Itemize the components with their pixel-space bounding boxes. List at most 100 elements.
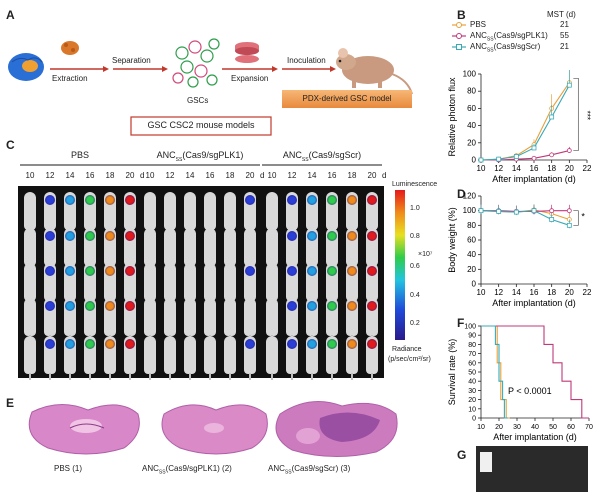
day-unit: d [260,171,265,180]
luminescence-signal [245,195,255,205]
legend-item-sgplk1: ANCSS(Cas9/sgPLK1) 55 [452,31,597,43]
mouse-image [144,228,156,272]
mouse-image [366,336,378,380]
mouse-image [266,298,278,342]
luminescence-signal [347,195,357,205]
x-tick-label: 16 [530,164,539,173]
day-unit: d [140,171,145,180]
x-tick-label: 30 [513,424,521,431]
mouse-image [286,228,298,272]
x-axis-label: After implantation (d) [493,432,577,442]
mouse-image [104,263,116,307]
luminescence-signal [307,266,317,276]
luminescence-signal [307,231,317,241]
luminescence-signal [85,339,95,349]
mouse-image [204,336,216,380]
data-point [566,222,572,228]
luminescence-signal [245,339,255,349]
mouse-image [326,192,338,236]
luminescence-signal [347,339,357,349]
luminescence-signal [367,266,377,276]
mouse-image [266,336,278,380]
luminescence-signal [105,266,115,276]
data-point [566,208,572,214]
y-tick-label: 20 [467,265,476,274]
x-tick-label: 16 [530,288,539,297]
series-line [480,82,570,161]
significance-label: *** [582,111,591,120]
luminescence-signal [245,266,255,276]
y-tick-label: 10 [468,406,476,413]
mouse-image [266,263,278,307]
day-label: 16 [85,171,95,180]
x-tick-label: 50 [549,424,557,431]
survival-curve [481,325,508,419]
mouse-image [24,228,36,272]
mouse-image [64,298,76,342]
luminescence-signal [287,339,297,349]
luminescence-signal [327,231,337,241]
p-value-label: P < 0.0001 [508,386,552,396]
luminescence-signal [65,195,75,205]
cb-tick-5: 0.2 [410,320,420,327]
mouse-image [104,228,116,272]
y-tick-label: 60 [467,104,476,113]
culture-dish-icon [235,42,259,63]
mouse-image [346,228,358,272]
mouse-icon [336,48,413,95]
brain-sections [28,401,398,457]
data-point [478,208,484,214]
group-underline [262,164,382,166]
mouse-image [164,263,176,307]
x-tick-label: 10 [477,164,486,173]
mouse-image [184,298,196,342]
mouse-image [366,192,378,236]
mouse-image [104,298,116,342]
y-axis-label: Survival rate (%) [447,339,457,406]
luminescence-signal [85,266,95,276]
luminescence-signal [287,301,297,311]
brain-section-sgscr [275,401,398,457]
mouse-image [184,192,196,236]
panel-label-c: C [6,138,15,152]
x-tick-label: 12 [494,288,503,297]
luminescence-signal [367,301,377,311]
mouse-image [306,298,318,342]
y-tick-label: 50 [468,370,476,377]
luminescence-signal [65,301,75,311]
data-point [566,82,572,88]
photon-flux-chart: 10 12 14 16 18 20 22 0 20 40 60 80 100 After implanta… [447,70,592,184]
y-tick-label: 100 [464,324,476,331]
luminescence-signal [125,339,135,349]
series-line [480,210,570,226]
luminescence-signal [105,231,115,241]
y-tick-label: 70 [468,351,476,358]
luminescence-signal [367,195,377,205]
radiance-label: Radiance [392,346,422,353]
y-tick-label: 80 [467,87,476,96]
mouse-image [164,336,176,380]
mouse-image [266,228,278,272]
day-label: 20 [367,171,377,180]
brain-section-sgplk1 [161,404,268,455]
y-tick-label: 0 [472,156,477,165]
mouse-image [366,263,378,307]
y-axis-label: Relative photon flux [447,77,457,157]
series-line [480,84,570,161]
y-tick-label: 40 [467,250,476,259]
x-tick-label: 12 [494,164,503,173]
x-axis-label: After implantation (d) [492,298,576,308]
mouse-image [224,263,236,307]
mouse-image [84,298,96,342]
luminescence-signal [125,266,135,276]
day-label: 20 [125,171,135,180]
cb-tick-1: 1.0 [410,205,420,212]
luminescence-signal [65,266,75,276]
day-label: 16 [205,171,215,180]
step-gscs: GSCs [187,96,209,105]
mouse-image [286,263,298,307]
workflow-diagram [8,38,413,136]
mouse-image [24,336,36,380]
luminescence-signal [367,339,377,349]
day-label: 12 [287,171,297,180]
